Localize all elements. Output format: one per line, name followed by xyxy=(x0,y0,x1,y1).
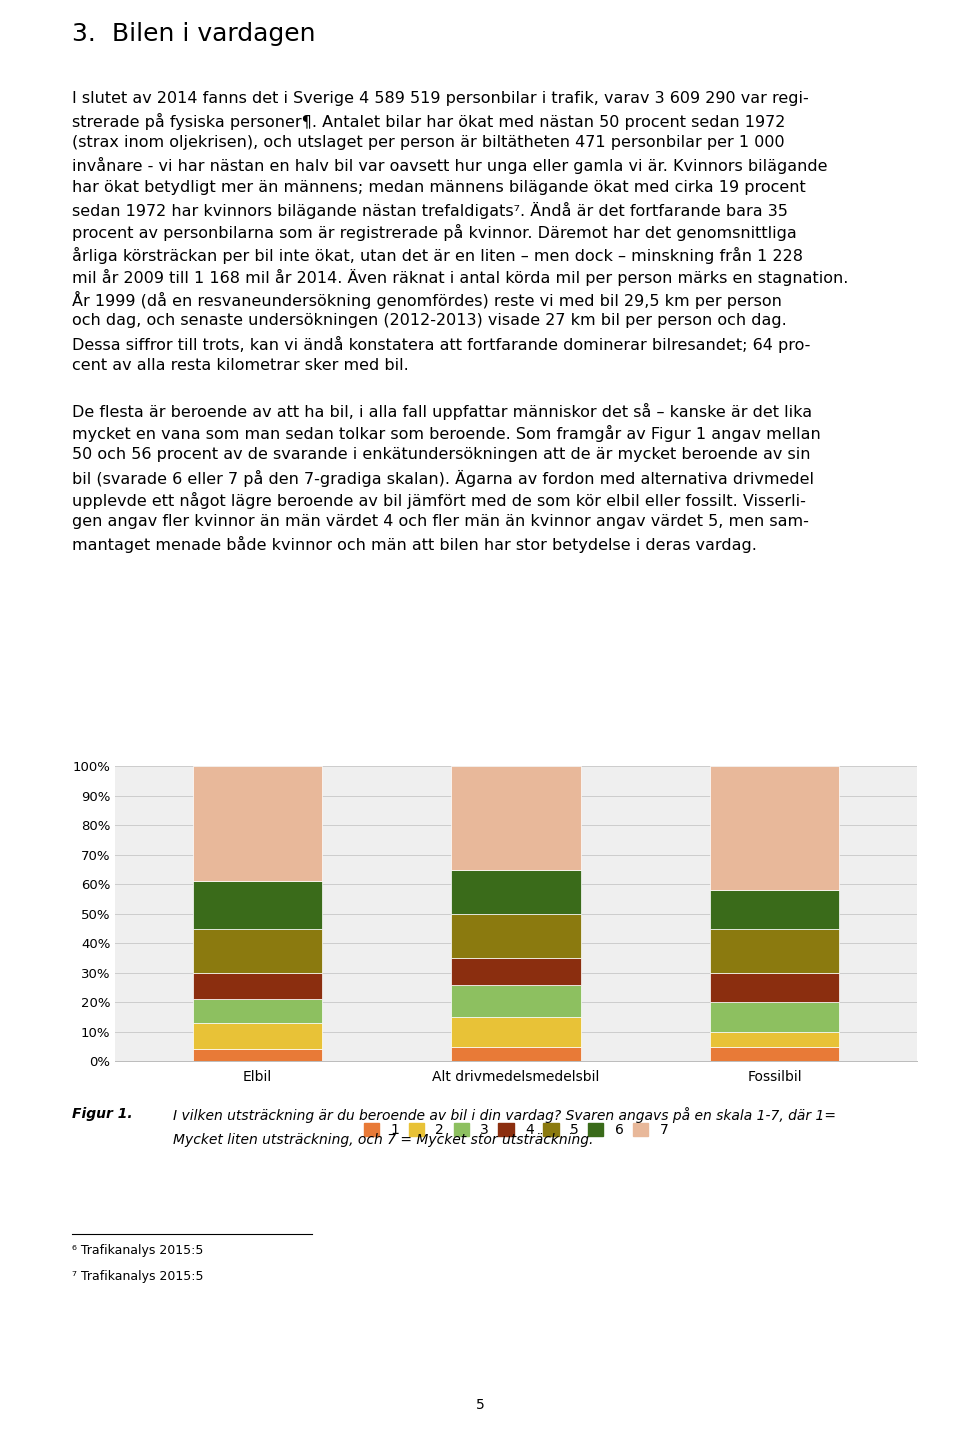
Bar xyxy=(193,881,322,929)
Text: Mycket liten utsträckning, och 7 = Mycket stor utsträckning.: Mycket liten utsträckning, och 7 = Mycke… xyxy=(173,1133,593,1148)
Text: har ökat betydligt mer än männens; medan männens bilägande ökat med cirka 19 pro: har ökat betydligt mer än männens; medan… xyxy=(72,180,805,194)
Text: 5: 5 xyxy=(475,1398,485,1412)
Bar xyxy=(710,929,839,974)
Text: mycket en vana som man sedan tolkar som beroende. Som framgår av Figur 1 angav m: mycket en vana som man sedan tolkar som … xyxy=(72,426,821,441)
Text: 3.  Bilen i vardagen: 3. Bilen i vardagen xyxy=(72,22,316,46)
Bar xyxy=(451,870,581,915)
Text: 50 och 56 procent av de svarande i enkätundersökningen att de är mycket beroende: 50 och 56 procent av de svarande i enkät… xyxy=(72,447,810,462)
Text: (strax inom oljekrisen), och utslaget per person är biltätheten 471 personbilar : (strax inom oljekrisen), och utslaget pe… xyxy=(72,135,784,150)
Text: Dessa siffror till trots, kan vi ändå konstatera att fortfarande dominerar bilre: Dessa siffror till trots, kan vi ändå ko… xyxy=(72,336,810,352)
Text: cent av alla resta kilometrar sker med bil.: cent av alla resta kilometrar sker med b… xyxy=(72,358,409,372)
Text: bil (svarade 6 eller 7 på den 7-gradiga skalan). Ägarna av fordon med alternativ: bil (svarade 6 eller 7 på den 7-gradiga … xyxy=(72,470,814,486)
Text: År 1999 (då en resvaneundersökning genomfördes) reste vi med bil 29,5 km per per: År 1999 (då en resvaneundersökning genom… xyxy=(72,292,781,309)
Text: sedan 1972 har kvinnors bilägande nästan trefaldigats⁷. Ändå är det fortfarande : sedan 1972 har kvinnors bilägande nästan… xyxy=(72,203,788,219)
Text: upplevde ett något lägre beroende av bil jämfört med de som kör elbil eller foss: upplevde ett något lägre beroende av bil… xyxy=(72,492,805,509)
Text: och dag, och senaste undersökningen (2012-2013) visade 27 km bil per person och : och dag, och senaste undersökningen (201… xyxy=(72,313,787,328)
Text: I slutet av 2014 fanns det i Sverige 4 589 519 personbilar i trafik, varav 3 609: I slutet av 2014 fanns det i Sverige 4 5… xyxy=(72,91,808,105)
Bar xyxy=(451,1047,581,1061)
Bar xyxy=(451,985,581,1017)
Bar xyxy=(710,1047,839,1061)
Bar xyxy=(710,974,839,1002)
Bar xyxy=(193,929,322,974)
Legend: 1, 2, 3, 4, 5, 6, 7: 1, 2, 3, 4, 5, 6, 7 xyxy=(358,1117,674,1143)
Bar xyxy=(451,958,581,985)
Text: mantaget menade både kvinnor och män att bilen har stor betydelse i deras vardag: mantaget menade både kvinnor och män att… xyxy=(72,536,756,554)
Text: ⁷ Trafikanalys 2015:5: ⁷ Trafikanalys 2015:5 xyxy=(72,1270,204,1283)
Text: procent av personbilarna som är registrerade på kvinnor. Däremot har det genomsn: procent av personbilarna som är registre… xyxy=(72,224,797,242)
Bar xyxy=(710,766,839,890)
Bar xyxy=(451,915,581,958)
Bar xyxy=(193,1050,322,1061)
Bar xyxy=(451,766,581,870)
Bar xyxy=(193,974,322,999)
Bar xyxy=(193,766,322,881)
Text: årliga körsträckan per bil inte ökat, utan det är en liten – men dock – minsknin: årliga körsträckan per bil inte ökat, ut… xyxy=(72,247,803,263)
Bar xyxy=(710,1002,839,1032)
Text: mil år 2009 till 1 168 mil år 2014. Även räknat i antal körda mil per person mär: mil år 2009 till 1 168 mil år 2014. Även… xyxy=(72,269,849,286)
Text: strerade på fysiska personer¶. Antalet bilar har ökat med nästan 50 procent seda: strerade på fysiska personer¶. Antalet b… xyxy=(72,114,785,129)
Text: I vilken utsträckning är du beroende av bil i din vardag? Svaren angavs på en sk: I vilken utsträckning är du beroende av … xyxy=(173,1107,836,1123)
Text: ⁶ Trafikanalys 2015:5: ⁶ Trafikanalys 2015:5 xyxy=(72,1244,204,1257)
Bar xyxy=(710,890,839,929)
Bar xyxy=(451,1017,581,1047)
Text: Figur 1.: Figur 1. xyxy=(72,1107,132,1122)
Text: invånare - vi har nästan en halv bil var oavsett hur unga eller gamla vi är. Kvi: invånare - vi har nästan en halv bil var… xyxy=(72,158,828,174)
Text: De flesta är beroende av att ha bil, i alla fall uppfattar människor det så – ka: De flesta är beroende av att ha bil, i a… xyxy=(72,403,812,420)
Bar xyxy=(710,1032,839,1047)
Bar xyxy=(193,1022,322,1050)
Text: gen angav fler kvinnor än män värdet 4 och fler män än kvinnor angav värdet 5, m: gen angav fler kvinnor än män värdet 4 o… xyxy=(72,515,809,529)
Bar xyxy=(193,999,322,1022)
